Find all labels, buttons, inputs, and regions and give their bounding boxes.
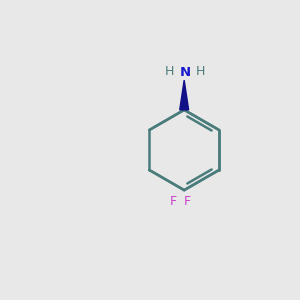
Polygon shape: [180, 80, 189, 110]
Text: H: H: [165, 65, 175, 78]
Text: F: F: [169, 195, 176, 208]
Text: F: F: [184, 195, 191, 208]
Text: H: H: [196, 65, 205, 78]
Text: N: N: [180, 66, 191, 79]
